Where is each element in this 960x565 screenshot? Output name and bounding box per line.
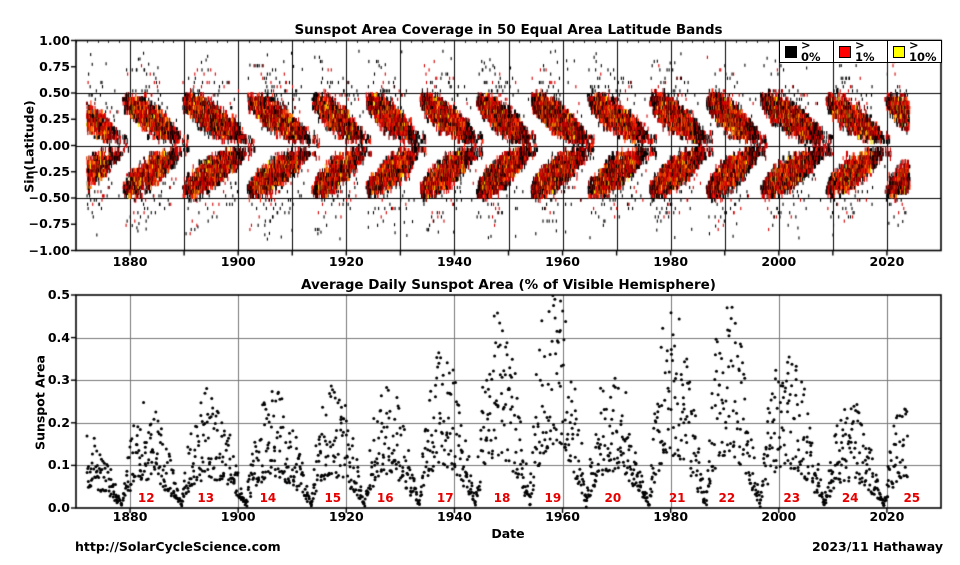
top-y-tick-label: −1.00 <box>28 242 70 258</box>
top-y-tick-label: 1.00 <box>39 32 70 48</box>
threshold-legend: > 0% > 1% > 10% <box>779 38 942 64</box>
cycle-number-label: 18 <box>493 491 511 505</box>
legend-item: > 0% <box>780 38 833 64</box>
cycle-number-label: 17 <box>436 491 454 505</box>
cycle-number-label: 24 <box>841 491 859 505</box>
top-chart-title: Sunspot Area Coverage in 50 Equal Area L… <box>294 22 723 38</box>
top-x-tick-label: 1960 <box>545 254 580 269</box>
bottom-y-tick-label: 0.0 <box>47 500 70 515</box>
top-y-tick-label: 0.00 <box>39 137 70 153</box>
bottom-y-tick-label: 0.1 <box>47 457 70 473</box>
cycle-number-label: 23 <box>783 491 801 505</box>
x-axis-label: Date <box>491 526 525 541</box>
top-x-tick-label: 1900 <box>220 254 256 269</box>
footer-url: http://SolarCycleScience.com <box>75 539 281 554</box>
bottom-y-tick-label: 0.5 <box>47 287 70 302</box>
top-y-tick-label: −0.75 <box>28 216 70 232</box>
top-y-tick-label: 0.75 <box>39 58 70 74</box>
legend-swatch-icon <box>893 45 905 58</box>
bottom-x-tick-label: 2020 <box>869 509 905 524</box>
legend-item: > 10% <box>887 38 941 64</box>
bottom-x-tick-label: 1940 <box>437 509 472 524</box>
legend-label: > 1% <box>855 38 875 64</box>
cycle-number-label: 12 <box>137 491 155 505</box>
cycle-number-label: 22 <box>718 491 736 505</box>
top-x-tick-label: 1940 <box>437 254 472 269</box>
top-y-tick-label: 0.50 <box>39 85 70 100</box>
legend-swatch-icon <box>839 45 851 58</box>
legend-item: > 1% <box>833 38 887 64</box>
top-x-tick-label: 1980 <box>653 254 689 269</box>
top-x-tick-label: 1920 <box>328 254 364 269</box>
bottom-x-tick-label: 2000 <box>761 509 797 524</box>
bottom-y-tick-label: 0.4 <box>47 329 70 345</box>
footer-credit: 2023/11 Hathaway <box>811 539 943 554</box>
cycle-number-label: 21 <box>668 491 686 505</box>
top-y-tick-label: 0.25 <box>39 111 70 127</box>
cycle-number-label: 19 <box>544 491 562 505</box>
cycle-number-label: 13 <box>197 491 215 505</box>
cycle-number-label: 15 <box>324 491 342 505</box>
bottom-y-axis-label: Sunspot Area <box>32 355 48 450</box>
top-y-tick-label: −0.25 <box>28 163 70 179</box>
bottom-x-tick-label: 1980 <box>653 509 689 524</box>
bottom-chart-title: Average Daily Sunspot Area (% of Visible… <box>301 277 716 293</box>
legend-label: > 10% <box>909 38 937 64</box>
bottom-y-tick-label: 0.2 <box>47 414 70 430</box>
bottom-x-tick-label: 1880 <box>112 509 148 524</box>
bottom-x-tick-label: 1920 <box>328 509 364 524</box>
bottom-x-tick-label: 1960 <box>545 509 580 524</box>
top-x-tick-label: 2020 <box>869 254 905 269</box>
cycle-number-label: 14 <box>259 491 277 505</box>
cycle-number-label: 25 <box>903 491 921 505</box>
bottom-x-tick-label: 1900 <box>220 509 256 524</box>
top-x-tick-label: 2000 <box>761 254 797 269</box>
top-y-tick-label: −0.50 <box>28 190 70 205</box>
cycle-number-label: 20 <box>604 491 622 505</box>
top-x-tick-label: 1880 <box>112 254 148 269</box>
legend-swatch-icon <box>785 45 797 58</box>
bottom-y-tick-label: 0.3 <box>47 372 70 388</box>
legend-label: > 0% <box>801 38 821 64</box>
cycle-number-label: 16 <box>376 491 394 505</box>
